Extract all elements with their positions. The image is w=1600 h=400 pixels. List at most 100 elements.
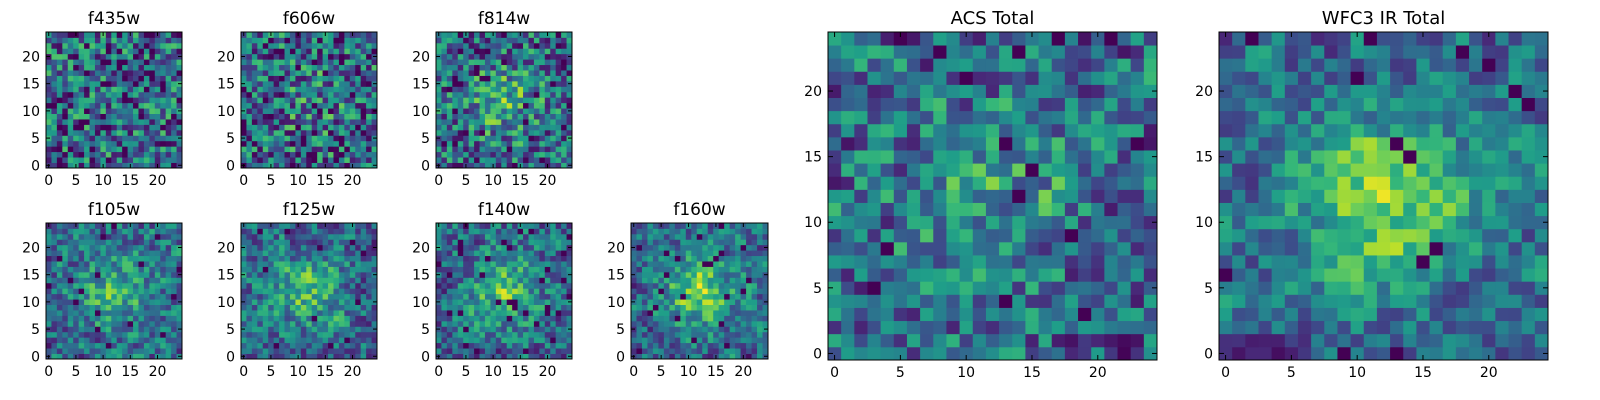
heatmap-cell — [474, 233, 480, 240]
heatmap-cell — [544, 320, 551, 327]
heatmap-cell — [360, 277, 367, 284]
heatmap-cell — [111, 97, 118, 104]
heatmap-cell — [94, 135, 101, 142]
heatmap-cell — [284, 97, 291, 104]
heatmap-cell — [1078, 307, 1092, 322]
heatmap-cell — [479, 342, 486, 349]
heatmap-cell — [116, 223, 123, 229]
heatmap-cell — [94, 53, 101, 60]
heatmap-cell — [539, 75, 546, 82]
heatmap-cell — [84, 129, 90, 136]
heatmap-cell — [51, 32, 58, 38]
heatmap-cell — [300, 228, 307, 235]
heatmap-cell — [468, 288, 475, 295]
heatmap-cell — [495, 348, 502, 354]
heatmap-cell — [663, 266, 670, 273]
heatmap-cell — [317, 53, 323, 60]
heatmap-cell — [528, 140, 535, 147]
heatmap-cell — [154, 293, 161, 300]
heatmap-cell — [729, 255, 736, 262]
heatmap-cell — [555, 244, 562, 251]
heatmap-cell — [328, 86, 334, 93]
heatmap-cell — [273, 80, 280, 87]
heatmap-cell — [1012, 189, 1026, 203]
heatmap-cell — [468, 157, 475, 163]
heatmap-cell — [143, 140, 150, 147]
heatmap-cell — [111, 228, 118, 235]
heatmap-cell — [171, 32, 177, 38]
heatmap-cell — [484, 113, 491, 120]
heatmap-cell — [528, 261, 535, 267]
heatmap-cell — [517, 288, 524, 295]
heatmap-cell — [84, 97, 90, 104]
heatmap-cell — [550, 288, 557, 295]
heatmap-cell — [143, 48, 150, 55]
heatmap-cell — [735, 255, 741, 262]
heatmap-cell — [67, 250, 74, 257]
heatmap-cell — [658, 261, 665, 267]
heatmap-cell — [176, 304, 183, 311]
heatmap-cell — [268, 255, 275, 262]
heatmap-cell — [479, 59, 486, 66]
y-tick-label: 10 — [412, 104, 430, 120]
heatmap-cell — [1117, 320, 1132, 335]
heatmap-cell — [338, 250, 345, 257]
heatmap-cell — [718, 271, 725, 278]
heatmap-cell — [73, 42, 80, 49]
heatmap-cell — [257, 119, 264, 125]
heatmap-cell — [171, 342, 177, 349]
heatmap-cell — [241, 146, 247, 153]
heatmap-cell — [452, 151, 459, 158]
heatmap-cell — [566, 75, 573, 82]
heatmap-cell — [127, 326, 134, 333]
heatmap-cell — [311, 282, 318, 289]
heatmap-cell — [972, 176, 987, 190]
heatmap-cell — [328, 53, 334, 60]
heatmap-cell — [735, 282, 741, 289]
heatmap-cell — [62, 293, 69, 300]
heatmap-cell — [550, 59, 557, 66]
heatmap-cell — [463, 282, 470, 289]
heatmap-cell — [1091, 346, 1105, 361]
heatmap-cell — [713, 337, 720, 344]
heatmap-cell — [436, 255, 442, 262]
heatmap-cell — [685, 342, 692, 349]
heatmap-cell — [273, 266, 280, 273]
heatmap-cell — [51, 124, 58, 131]
heatmap-cell — [528, 331, 535, 338]
heatmap-cell — [718, 228, 725, 235]
heatmap-cell — [468, 255, 475, 262]
heatmap-cell — [501, 315, 508, 322]
heatmap-cell — [138, 97, 145, 104]
heatmap-cell — [78, 162, 85, 169]
heatmap-cell — [495, 86, 502, 93]
heatmap-cell — [658, 293, 665, 300]
heatmap-cell — [67, 233, 74, 240]
heatmap-cell — [138, 304, 145, 311]
heatmap-cell — [246, 140, 253, 147]
heatmap-cell — [696, 299, 703, 305]
heatmap-cell — [273, 331, 280, 338]
heatmap-cell — [696, 271, 703, 278]
heatmap-cell — [122, 48, 128, 55]
heatmap-cell — [165, 310, 172, 316]
heatmap-cell — [854, 268, 868, 282]
heatmap-cell — [674, 261, 681, 267]
heatmap-cell — [349, 255, 356, 262]
heatmap-cell — [539, 337, 546, 344]
heatmap-cell — [452, 320, 459, 327]
heatmap-cell — [116, 86, 123, 93]
heatmap-cell — [696, 223, 703, 229]
heatmap-cell — [746, 228, 752, 235]
y-tick-label: 5 — [31, 131, 40, 147]
heatmap-cell — [73, 293, 80, 300]
heatmap-cell — [371, 266, 378, 273]
heatmap-cell — [479, 86, 486, 93]
heatmap-cell — [284, 80, 291, 87]
heatmap-cell — [284, 239, 291, 246]
heatmap-cell — [143, 326, 150, 333]
heatmap-cell — [338, 70, 345, 76]
heatmap-cell — [268, 239, 275, 246]
heatmap-cell — [251, 288, 258, 295]
heatmap-cell — [724, 261, 731, 267]
